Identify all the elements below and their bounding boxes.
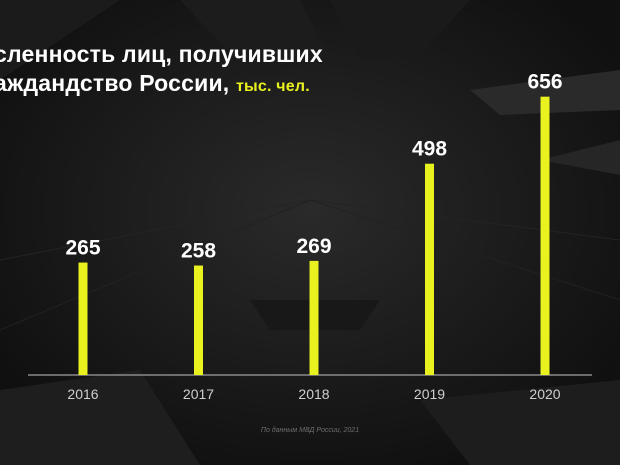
chart-title: сленность лиц, получивших аждандство Рос…	[0, 40, 323, 101]
x-tick-label-2016: 2016	[67, 386, 98, 402]
bar-2017	[194, 265, 203, 375]
source-note: По данным МВД России, 2021	[260, 427, 360, 434]
bar-2016	[78, 262, 88, 375]
chart-unit: тыс. чел.	[235, 78, 310, 95]
chart-title-line2-text: аждандство России,	[0, 70, 230, 96]
data-label-2020: 656	[527, 71, 562, 94]
data-label-2016: 265	[65, 237, 100, 260]
bar-2018	[309, 260, 319, 375]
data-label-2019: 498	[412, 138, 447, 161]
x-tick-label-2018: 2018	[298, 386, 329, 402]
data-label-2018: 269	[296, 235, 331, 258]
chart-title-line2: аждандство России, тыс. чел.	[0, 69, 323, 101]
x-tick-label-2019: 2019	[414, 386, 445, 402]
data-label-2017: 258	[181, 240, 216, 263]
x-tick-label-2017: 2017	[183, 386, 214, 402]
bar-2020	[540, 96, 550, 375]
chart-title-line1: сленность лиц, получивших	[0, 41, 323, 67]
x-tick-label-2020: 2020	[529, 386, 560, 402]
bar-2019	[425, 163, 434, 375]
